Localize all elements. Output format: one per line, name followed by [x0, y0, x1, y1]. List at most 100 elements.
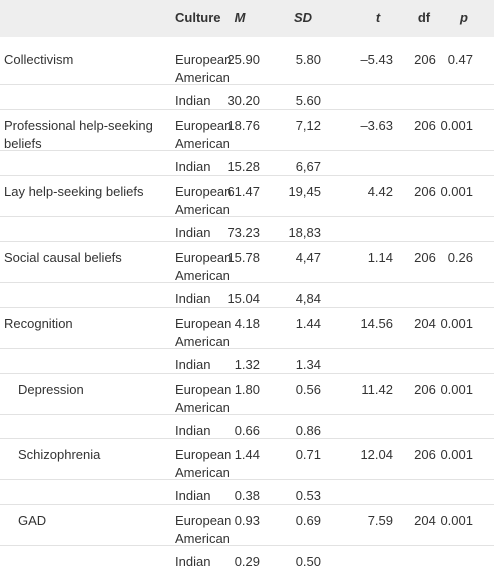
row-separator — [0, 108, 494, 110]
row-separator — [0, 372, 494, 374]
value-cell: 206 — [414, 117, 436, 133]
value-cell: 25.90 — [227, 52, 260, 67]
row-separator — [0, 240, 494, 242]
value-cell: 19,45 — [288, 183, 321, 199]
row-label: Lay help-seeking beliefs — [4, 183, 144, 199]
row-separator — [0, 84, 494, 85]
value-cell: 11.42 — [361, 381, 393, 397]
culture-cell: Indian — [175, 224, 211, 240]
value-cell: 206 — [414, 183, 436, 199]
culture-cell: Indian — [175, 554, 211, 570]
value-cell: 0.93 — [234, 513, 260, 529]
value-cell: 204 — [414, 315, 436, 331]
value-cell: 0.53 — [295, 488, 321, 504]
row-label: Schizophrenia — [18, 447, 101, 463]
row-separator — [0, 504, 494, 506]
value-cell: 0.001 — [440, 315, 473, 331]
culture-cell: European American — [175, 447, 232, 481]
header-cell: p — [460, 10, 468, 25]
row-separator — [0, 149, 494, 151]
value-cell: 0.69 — [295, 513, 321, 529]
culture-cell: Indian — [175, 158, 211, 174]
value-cell: 4.42 — [367, 183, 393, 199]
row-separator — [0, 479, 494, 481]
row-separator — [0, 174, 494, 176]
value-cell: 1.14 — [367, 249, 393, 265]
value-cell: 1.80 — [234, 381, 260, 397]
value-cell: 0.66 — [234, 422, 260, 438]
row-separator — [0, 306, 494, 308]
value-cell: 206 — [414, 52, 436, 67]
value-cell: 5.80 — [295, 52, 321, 67]
header-cell: df — [417, 10, 431, 25]
culture-cell: European American — [175, 117, 232, 151]
value-cell: 0.001 — [440, 117, 473, 133]
value-cell: 4,84 — [295, 290, 321, 306]
row-separator — [0, 413, 494, 415]
header-cell: Culture — [175, 10, 221, 25]
header-cell: SD — [293, 10, 313, 25]
value-cell: 15.78 — [227, 249, 260, 265]
culture-cell: European American — [175, 381, 232, 415]
value-cell: 61.47 — [227, 183, 260, 199]
row-label: Collectivism — [4, 52, 74, 67]
culture-cell: European American — [175, 183, 232, 217]
row-separator — [0, 347, 494, 349]
culture-cell: Indian — [175, 290, 211, 306]
value-cell: 0.71 — [295, 447, 321, 463]
row-label: Recognition — [4, 315, 73, 331]
value-cell: 1.32 — [234, 356, 260, 372]
value-cell: 1.44 — [234, 447, 260, 463]
value-cell: –3.63 — [360, 117, 393, 133]
value-cell: 4.18 — [234, 315, 260, 331]
culture-cell: Indian — [175, 356, 211, 372]
culture-cell: European American — [175, 513, 232, 547]
value-cell: 0.56 — [295, 381, 321, 397]
culture-cell: Indian — [175, 488, 211, 504]
value-cell: 0.29 — [234, 554, 260, 570]
header-cell: M — [234, 10, 246, 25]
value-cell: 0.001 — [440, 447, 473, 463]
row-label: Social causal beliefs — [4, 249, 122, 265]
culture-cell: European American — [175, 52, 232, 85]
header-row — [0, 0, 494, 37]
culture-cell: European American — [175, 249, 232, 283]
value-cell: 18.76 — [227, 117, 260, 133]
value-cell: 5.60 — [295, 93, 321, 108]
value-cell: 0.86 — [295, 422, 321, 438]
value-cell: 7,12 — [295, 117, 321, 133]
value-cell: 73.23 — [227, 224, 260, 240]
value-cell: 0.38 — [234, 488, 260, 504]
row-separator — [0, 545, 494, 547]
value-cell: 0.001 — [440, 381, 473, 397]
value-cell: 0.001 — [440, 183, 473, 199]
culture-cell: Indian — [175, 422, 211, 438]
value-cell: –5.43 — [360, 52, 393, 67]
value-cell: 4,47 — [295, 249, 321, 265]
value-cell: 15.28 — [227, 158, 260, 174]
row-separator — [0, 215, 494, 217]
value-cell: 204 — [414, 513, 436, 529]
value-cell: 0.26 — [447, 249, 473, 265]
header-cell: t — [375, 10, 381, 25]
value-cell: 6,67 — [295, 158, 321, 174]
value-cell: 18,83 — [288, 224, 321, 240]
row-separator — [0, 438, 494, 440]
culture-cell: European American — [175, 315, 232, 349]
value-cell: 0.50 — [295, 554, 321, 570]
value-cell: 7.59 — [367, 513, 393, 529]
value-cell: 0.47 — [447, 52, 473, 67]
value-cell: 206 — [414, 447, 436, 463]
value-cell: 1.34 — [295, 356, 321, 372]
row-label: Depression — [18, 381, 84, 397]
value-cell: 1.44 — [295, 315, 321, 331]
value-cell: 12.04 — [360, 447, 393, 463]
value-cell: 15.04 — [227, 290, 260, 306]
row-separator — [0, 281, 494, 283]
value-cell: 30.20 — [227, 93, 260, 108]
value-cell: 14.56 — [360, 315, 393, 331]
culture-cell: Indian — [175, 93, 211, 108]
value-cell: 206 — [414, 381, 436, 397]
value-cell: 206 — [414, 249, 436, 265]
